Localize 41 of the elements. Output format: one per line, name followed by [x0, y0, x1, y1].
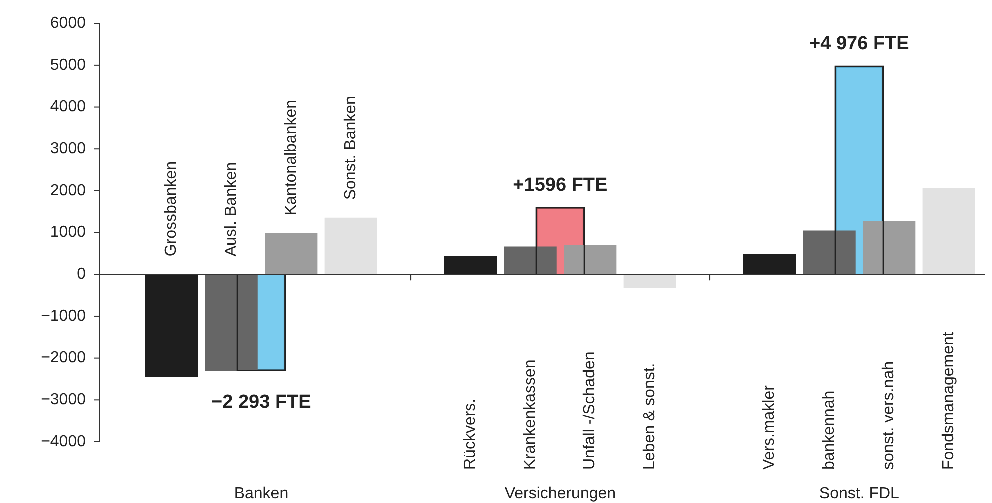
bar: [564, 245, 617, 275]
y-tick-label: −1000: [41, 308, 86, 325]
y-tick-label: −4000: [41, 433, 86, 450]
text: Banken: [234, 485, 289, 502]
x-tick-label: Rückvers.: [462, 398, 480, 470]
text: Sonst. FDL: [819, 485, 900, 502]
y-tick-label: −3000: [41, 392, 86, 409]
data-label: +4 976 FTE: [810, 34, 910, 55]
x-tick-label: Grossbanken: [163, 161, 180, 257]
x-tick-label: Leben & sonst.: [642, 363, 659, 470]
x-tick-label: sonst. vers.nah: [880, 362, 898, 470]
bar: [444, 256, 498, 275]
data-label: +1596 FTE: [513, 175, 608, 196]
bar: [862, 221, 916, 275]
bar: [504, 246, 557, 275]
x-tick-label: Unfall -/Schaden: [582, 352, 599, 470]
y-tick-label: 0: [77, 266, 86, 284]
y-tick-label: 6000: [50, 15, 86, 32]
x-tick-label: Sonst. Banken: [342, 96, 360, 200]
bar: [324, 218, 378, 275]
x-tick-label: Fondsmanagement: [940, 332, 958, 470]
data-label: −2 293 FTE: [212, 392, 312, 413]
bar: [145, 274, 198, 378]
text: Versicherungen: [504, 485, 616, 502]
bar: [265, 233, 318, 275]
bar: [743, 254, 796, 275]
y-tick-label: 1000: [50, 224, 86, 242]
y-tick-label: 4000: [50, 98, 86, 116]
y-tick-label: 2000: [50, 182, 86, 200]
bar: [803, 230, 856, 275]
y-tick-label: 5000: [50, 56, 86, 74]
x-tick-label: Vers.makler: [761, 384, 778, 470]
bar: [922, 188, 976, 275]
x-tick-label: Ausl. Banken: [222, 162, 240, 257]
bar: [624, 274, 676, 288]
y-tick-label: 3000: [50, 140, 86, 158]
x-tick-label: Krankenkassen: [522, 360, 539, 470]
y-tick-label: −2000: [41, 350, 86, 367]
x-tick-label: bankennah: [820, 390, 838, 470]
bar: [205, 274, 258, 372]
x-tick-label: Kantonalbanken: [282, 100, 300, 216]
